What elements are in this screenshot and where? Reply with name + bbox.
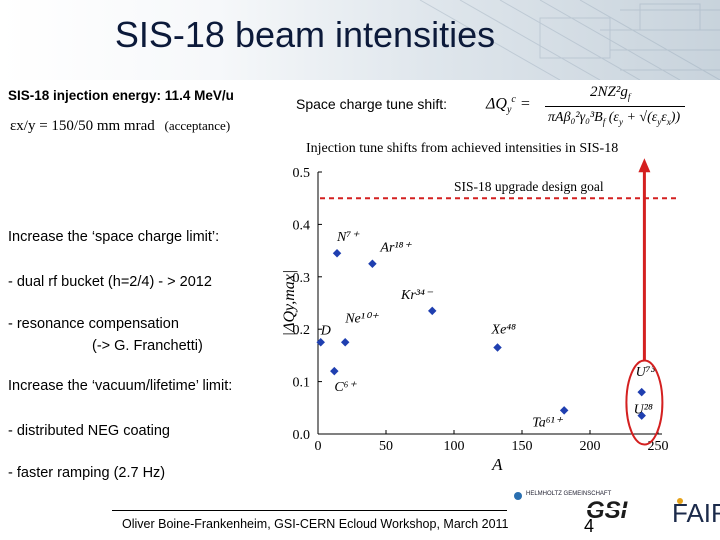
y-tick-label: 0.2 xyxy=(293,323,311,338)
fraction-bar xyxy=(545,106,685,107)
x-tick-label: 250 xyxy=(648,439,669,454)
helmholtz-logo-text: HELMHOLTZ GEMEINSCHAFT xyxy=(526,491,612,497)
bullet-resonance: - resonance compensation xyxy=(8,316,179,332)
acceptance-formula-text: εx/y = 150/50 mm mrad xyxy=(10,118,155,134)
tune-shift-lhs-text: ΔQ xyxy=(486,95,507,113)
data-point xyxy=(330,366,339,376)
data-point-label: C⁶⁺ xyxy=(334,380,357,395)
data-point-label: Kr³⁴⁻ xyxy=(400,288,434,303)
y-tick-label: 0.3 xyxy=(293,271,311,286)
data-point xyxy=(368,259,377,268)
tune-shift-numerator-text: 2NZ²g xyxy=(590,84,628,100)
data-point-label: Xe⁴⁸ xyxy=(491,323,517,338)
x-tick-label: 100 xyxy=(444,439,465,454)
data-point xyxy=(493,343,502,352)
tune-shift-chart: Injection tune shifts from achieved inte… xyxy=(281,141,678,472)
bullet-neg-coating: - distributed NEG coating xyxy=(8,423,170,439)
x-tick-label: 0 xyxy=(315,439,322,454)
bullet-heading-vacuum: Increase the ‘vacuum/lifetime’ limit: xyxy=(8,378,233,394)
data-point xyxy=(637,387,646,397)
chart-title: Injection tune shifts from achieved inte… xyxy=(306,141,618,156)
data-point xyxy=(637,411,646,420)
y-tick-label: 0.5 xyxy=(293,166,311,181)
slide-title: SIS-18 beam intensities xyxy=(114,14,496,55)
y-axis-label: |ΔQy,max| xyxy=(281,270,298,337)
bullet-resonance-ref: (-> G. Franchetti) xyxy=(92,338,203,354)
banner-accelerator-image xyxy=(419,0,720,80)
injection-energy: SIS-18 injection energy: 11.4 MeV/u xyxy=(8,88,234,103)
data-points: D C⁶⁺ N⁷⁺ Ne¹⁰⁺ Ar¹⁸⁺ Kr³⁴⁻ Xe⁴⁸ Ta⁶¹⁺ U⁷³ U²⁸ xyxy=(316,230,656,430)
design-goal-label: SIS-18 upgrade design goal xyxy=(454,179,604,194)
data-point-label: D xyxy=(320,323,331,338)
data-point xyxy=(340,338,350,347)
data-point-label: U⁷³ xyxy=(636,365,656,380)
data-point-label: Ta⁶¹⁺ xyxy=(532,415,564,430)
x-axis-label: A xyxy=(491,455,503,472)
x-tick-label: 150 xyxy=(512,439,533,454)
acceptance-formula: εx/y = 150/50 mm mrad (acceptance) xyxy=(10,118,230,135)
helmholtz-logo: HELMHOLTZ GEMEINSCHAFT xyxy=(514,491,612,500)
page-number: 4 xyxy=(584,516,595,536)
footer-text: Oliver Boine-Frankenheim, GSI-CERN Eclou… xyxy=(122,517,509,531)
data-point xyxy=(316,338,325,347)
data-point-label: Ne¹⁰⁺ xyxy=(344,311,379,326)
data-point-label: N⁷⁺ xyxy=(336,230,360,245)
tune-shift-denominator: πAβ₀²γ₀³Bf (εy + √(εyεx)) xyxy=(548,110,681,127)
tune-shift-lhs: ΔQyc = xyxy=(486,94,531,116)
bullet-faster-ramping: - faster ramping (2.7 Hz) xyxy=(8,465,166,481)
bullet-dual-rf: - dual rf bucket (h=2/4) - > 2012 xyxy=(8,274,212,290)
y-tick-label: 0.0 xyxy=(293,428,311,443)
data-point xyxy=(559,406,569,415)
gsi-logo-text: GSI xyxy=(586,497,629,524)
fair-logo: FAIR xyxy=(672,498,720,528)
data-point xyxy=(427,306,437,316)
tune-shift-label: Space charge tune shift: xyxy=(296,96,447,112)
footer-divider xyxy=(112,510,507,511)
data-point-label: U²⁸ xyxy=(634,403,653,418)
bullet-heading-space-charge: Increase the ‘space charge limit’: xyxy=(8,229,220,245)
tune-shift-denominator-text: πAβ₀²γ₀³B xyxy=(548,110,603,125)
goal-arrow-head xyxy=(638,158,651,173)
logos: HELMHOLTZ GEMEINSCHAFT GSI FAIR xyxy=(514,491,720,528)
acceptance-note: (acceptance) xyxy=(164,118,231,133)
x-tick-label: 50 xyxy=(379,439,393,454)
tune-shift-numerator: 2NZ²gf xyxy=(590,84,631,102)
gsi-logo: GSI xyxy=(586,497,656,524)
axis-ticks: 0 50 100 150 200 250 0.0 0.1 0.2 0.3 0.4 0.5 xyxy=(293,166,669,454)
data-point-label: Ar¹⁸⁺ xyxy=(379,241,412,256)
header-banner xyxy=(0,0,720,80)
y-tick-label: 0.4 xyxy=(293,218,311,233)
y-tick-label: 0.1 xyxy=(293,376,311,391)
x-tick-label: 200 xyxy=(580,439,601,454)
data-point xyxy=(332,248,342,258)
